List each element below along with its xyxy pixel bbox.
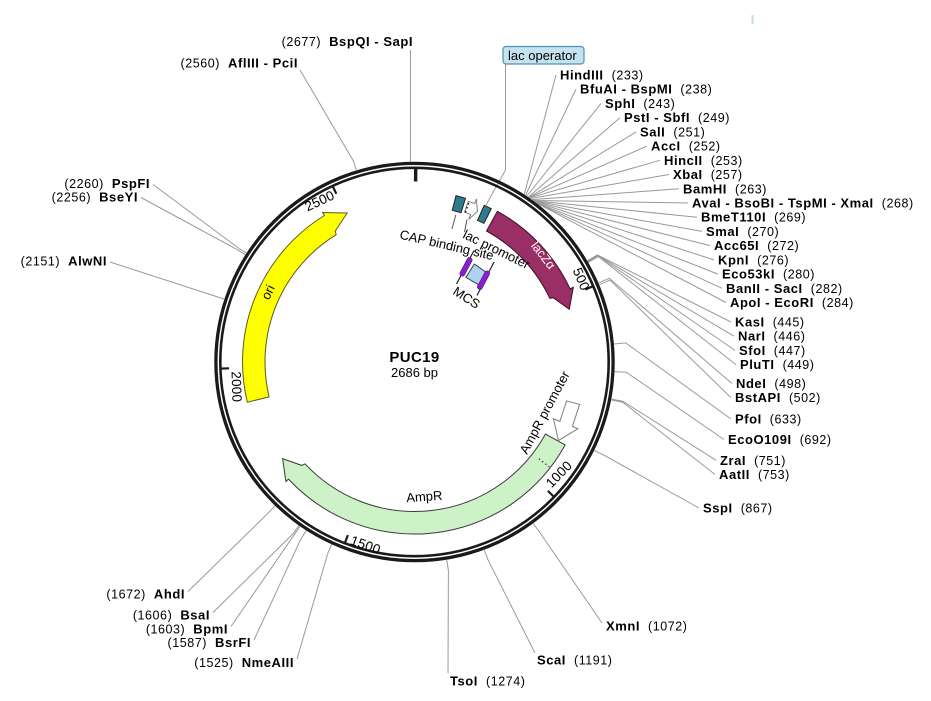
svg-text:AatII (753): AatII (753) [719,467,790,482]
svg-text:PUC19: PUC19 [389,349,439,366]
svg-text:XbaI (257): XbaI (257) [673,167,743,182]
svg-text:(2151) AlwNI: (2151) AlwNI [21,254,107,269]
svg-text:AmpR: AmpR [406,488,443,505]
svg-text:(2677) BspQI - SapI: (2677) BspQI - SapI [282,34,413,49]
svg-text:PstI - SbfI (249): PstI - SbfI (249) [624,110,730,125]
svg-text:(1603) BpmI: (1603) BpmI [146,622,228,637]
svg-text:(2256) BseYI: (2256) BseYI [52,190,138,205]
svg-text:EcoO109I (692): EcoO109I (692) [728,432,832,447]
svg-text:lac operator: lac operator [508,48,577,63]
svg-text:BstAPI (502): BstAPI (502) [735,390,821,405]
svg-text:Eco53kI (280): Eco53kI (280) [722,267,815,282]
svg-text:AvaI - BsoBI - TspMI - XmaI (: AvaI - BsoBI - TspMI - XmaI (268) [692,196,914,211]
svg-text:PfoI (633): PfoI (633) [735,412,802,427]
svg-text:2000: 2000 [229,371,245,402]
svg-text:NdeI (498): NdeI (498) [736,376,806,391]
svg-text:HindIII (233): HindIII (233) [560,68,644,83]
svg-text:ScaI (1191): ScaI (1191) [537,653,613,668]
svg-text:SphI (243): SphI (243) [605,96,675,111]
svg-text:(2260) PspFI: (2260) PspFI [64,176,150,191]
svg-text:(1587) BsrFI: (1587) BsrFI [168,635,251,650]
svg-text:HincII (253): HincII (253) [664,153,743,168]
svg-text:(1672) AhdI: (1672) AhdI [106,587,185,602]
svg-text:NarI (446): NarI (446) [738,329,805,344]
svg-text:BamHI (263): BamHI (263) [683,181,767,196]
svg-text:BfuAI - BspMI (238): BfuAI - BspMI (238) [580,82,712,97]
svg-text:TsoI (1274): TsoI (1274) [450,674,525,689]
svg-text:BanII - SacI (282): BanII - SacI (282) [726,281,843,296]
svg-text:SalI (251): SalI (251) [640,124,705,139]
svg-text:SspI (867): SspI (867) [703,501,773,516]
svg-text:PluTI (449): PluTI (449) [740,357,815,372]
svg-text:XmnI (1072): XmnI (1072) [606,619,687,634]
svg-text:(1606) BsaI: (1606) BsaI [133,608,210,623]
svg-text:BmeT110I (269): BmeT110I (269) [701,210,806,225]
svg-text:2686 bp: 2686 bp [391,365,438,380]
svg-text:KasI (445): KasI (445) [735,315,805,330]
svg-text:SmaI (270): SmaI (270) [706,224,779,239]
svg-text:ApoI - EcoRI (284): ApoI - EcoRI (284) [730,295,854,310]
svg-text:ori: ori [258,282,278,302]
svg-text:KpnI (276): KpnI (276) [718,252,789,267]
svg-text:AccI (252): AccI (252) [651,139,721,154]
svg-text:(1525) NmeAIII: (1525) NmeAIII [194,655,294,670]
svg-text:ZraI (751): ZraI (751) [720,453,786,468]
svg-text:Acc65I (272): Acc65I (272) [714,238,799,253]
svg-text:SfoI (447): SfoI (447) [739,343,806,358]
svg-text:(2560) AflIII - PciI: (2560) AflIII - PciI [181,56,298,71]
